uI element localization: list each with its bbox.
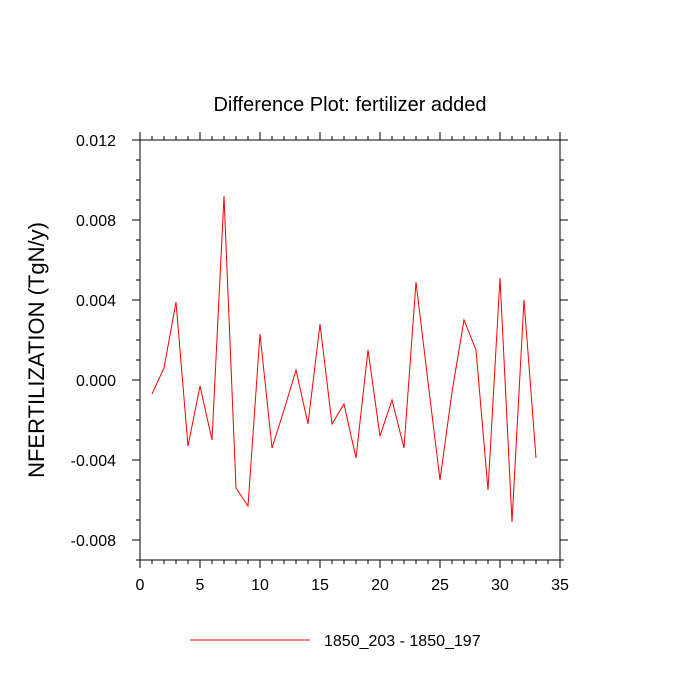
series-line — [151, 195, 537, 523]
legend: 1850_203 - 1850_197 — [190, 633, 481, 650]
x-tick-label: 35 — [551, 577, 569, 594]
x-tick-label: 10 — [251, 577, 269, 594]
x-tick-label: 20 — [371, 577, 389, 594]
x-tick-label: 30 — [491, 577, 509, 594]
legend-label: 1850_203 - 1850_197 — [324, 633, 481, 650]
x-tick-label: 15 — [311, 577, 329, 594]
x-tick-label: 0 — [136, 577, 145, 594]
y-tick-label: -0.008 — [71, 533, 116, 550]
axis-ticks — [132, 132, 568, 568]
y-tick-label: 0.004 — [76, 293, 116, 310]
y-tick-label: 0.008 — [76, 213, 116, 230]
x-tick-label: 5 — [196, 577, 205, 594]
axis-tick-labels: 0 5 10 15 20 25 30 35 0.012 0.008 0.004 0.000 -0.004… — [71, 133, 569, 594]
x-tick-label: 25 — [431, 577, 449, 594]
plot-frame — [139, 139, 561, 561]
y-axis-label: NFERTILIZATION (TgN/y) — [24, 222, 49, 478]
y-tick-label: 0.012 — [76, 133, 116, 150]
series-layer — [151, 195, 537, 523]
y-tick-label: 0.000 — [76, 373, 116, 390]
chart-title: Difference Plot: fertilizer added — [213, 94, 486, 116]
y-tick-label: -0.004 — [71, 453, 116, 470]
